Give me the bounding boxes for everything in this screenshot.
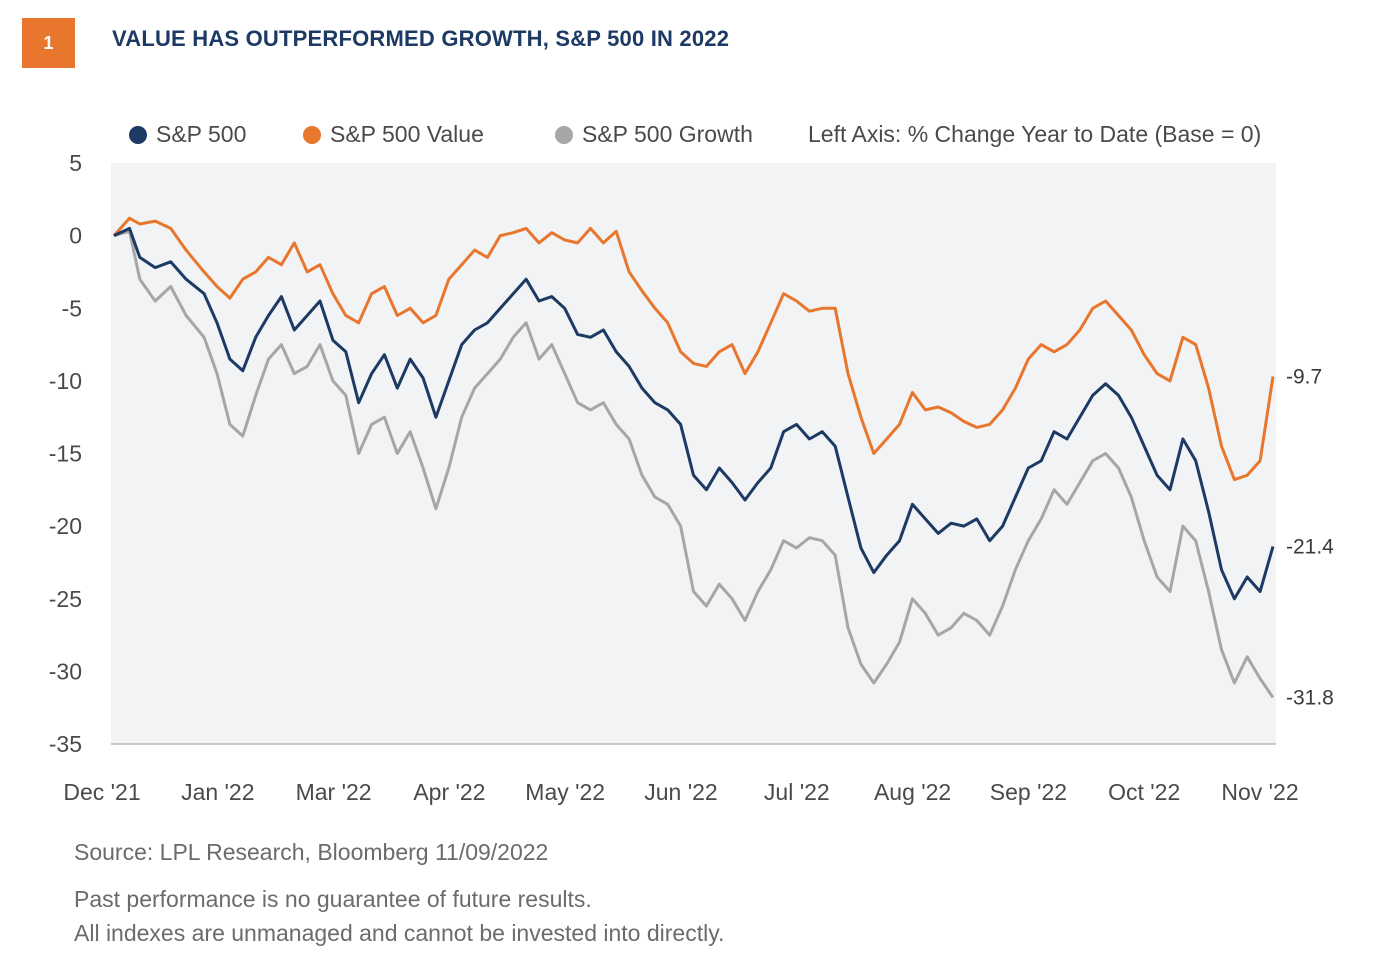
x-tick-label: Dec '21: [63, 779, 140, 805]
source-note: Source: LPL Research, Bloomberg 11/09/20…: [74, 839, 549, 865]
series-line-s-p-500: [113, 226, 1275, 601]
end-value-label: -9.7: [1286, 366, 1322, 389]
series-lines: [112, 216, 1275, 699]
y-tick-label: -10: [49, 368, 82, 394]
x-tick-label: Aug '22: [874, 779, 951, 805]
legend-label-sp500: S&P 500: [156, 121, 247, 147]
x-tick-label: Apr '22: [413, 779, 485, 805]
x-tick-label: Jun '22: [644, 779, 717, 805]
x-tick-label: Nov '22: [1221, 779, 1298, 805]
y-tick-label: -20: [49, 513, 82, 539]
end-value-label: -21.4: [1286, 535, 1334, 558]
legend-dot-growth-icon: [555, 125, 573, 144]
x-tick-label: Mar '22: [296, 779, 372, 805]
x-tick-label: May '22: [525, 779, 605, 805]
y-tick-label: -15: [49, 441, 82, 467]
legend-label-growth: S&P 500 Growth: [582, 121, 753, 147]
y-tick-label: -5: [62, 295, 82, 321]
legend: S&P 500 S&P 500 Value S&P 500 Growth Lef…: [0, 121, 1380, 153]
disclaimer-line-2: All indexes are unmanaged and cannot be …: [74, 920, 725, 946]
legend-dot-sp500-icon: [129, 125, 147, 144]
legend-item-sp500: S&P 500: [129, 121, 246, 148]
line-chart: 5 0 -5 -10 -15 -20 -25 -30 -35 Dec '21 Jan '22 Mar…: [49, 150, 1334, 805]
y-tick-label: 5: [69, 150, 82, 176]
legend-dot-value-icon: [303, 125, 321, 144]
end-value-label: -31.8: [1286, 687, 1334, 710]
y-tick-label: 0: [69, 223, 82, 249]
legend-axis-note: Left Axis: % Change Year to Date (Base =…: [808, 121, 1262, 147]
chart-number-badge: 1: [22, 18, 75, 68]
series-line-s-p-500-value: [112, 216, 1275, 482]
x-axis: Dec '21 Jan '22 Mar '22 Apr '22 May '22 Jun '…: [63, 779, 1298, 805]
x-tick-label: Jul '22: [764, 779, 830, 805]
series-line-s-p-500-growth: [113, 229, 1275, 699]
y-tick-label: -25: [49, 586, 82, 612]
legend-label-value: S&P 500 Value: [330, 121, 484, 147]
x-tick-label: Oct '22: [1108, 779, 1180, 805]
y-axis: 5 0 -5 -10 -15 -20 -25 -30 -35: [49, 150, 82, 757]
plot-area: [111, 163, 1276, 744]
x-tick-label: Jan '22: [181, 779, 254, 805]
legend-item-growth: S&P 500 Growth: [555, 121, 753, 148]
disclaimer-line-1: Past performance is no guarantee of futu…: [74, 886, 592, 912]
y-tick-label: -30: [49, 658, 82, 684]
y-tick-label: -35: [49, 731, 82, 757]
chart-title: VALUE HAS OUTPERFORMED GROWTH, S&P 500 I…: [112, 26, 730, 51]
legend-item-value: S&P 500 Value: [303, 121, 484, 148]
end-value-labels: -9.7 -21.4 -31.8: [1286, 366, 1334, 710]
x-tick-label: Sep '22: [990, 779, 1067, 805]
